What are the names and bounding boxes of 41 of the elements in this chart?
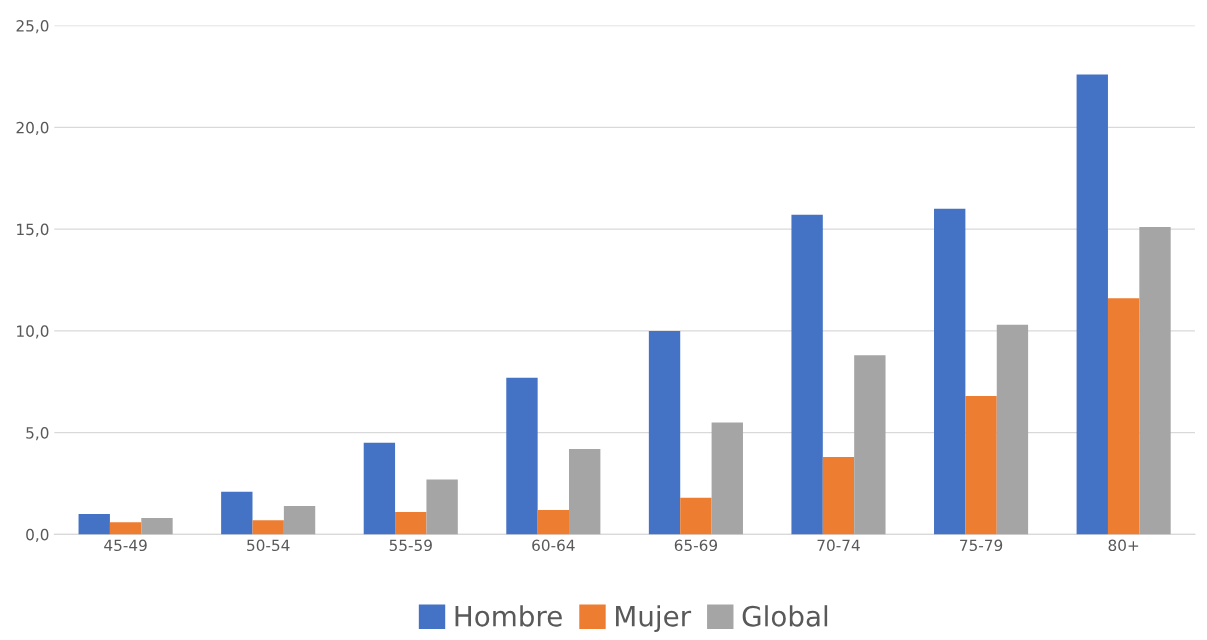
y-tick-label: 15,0 — [17, 223, 49, 237]
x-tick-label: 50-54 — [247, 539, 290, 552]
bar — [648, 330, 681, 535]
x-tick-label: 45-49 — [104, 539, 147, 552]
bar — [1076, 74, 1108, 535]
bar — [965, 396, 997, 535]
bar — [506, 377, 538, 535]
x-tick-label: 55-59 — [389, 539, 432, 552]
bar — [996, 324, 1029, 535]
x-tick-label: 75-79 — [960, 539, 1003, 552]
y-tick-label: 25,0 — [16, 20, 49, 34]
bar — [791, 214, 823, 535]
y-tick-label: 5,0 — [26, 427, 49, 441]
bar — [569, 448, 601, 535]
bar — [395, 512, 427, 535]
bar — [252, 520, 284, 535]
y-tick-label: 0,0 — [26, 528, 49, 542]
bar — [221, 491, 253, 535]
y-tick-label: 20,0 — [16, 121, 49, 135]
bar — [711, 422, 743, 535]
bar — [854, 355, 886, 535]
y-tick-label: 10,0 — [17, 325, 49, 339]
x-tick-label: 60-64 — [532, 539, 575, 552]
bar — [1107, 298, 1140, 535]
bar — [141, 518, 173, 535]
bar — [426, 479, 458, 535]
x-tick-label: 70-74 — [817, 539, 860, 552]
bar — [363, 442, 396, 535]
legend-label: Global — [742, 605, 828, 627]
bar — [109, 522, 142, 535]
bar — [1139, 227, 1171, 535]
bar — [680, 497, 712, 535]
bar — [78, 514, 110, 535]
bar — [934, 208, 966, 535]
bar — [537, 509, 570, 535]
x-tick-label: 80+ — [1108, 539, 1139, 552]
x-tick-label: 65-69 — [674, 539, 718, 552]
legend-label: Mujer — [616, 605, 692, 633]
bar — [283, 505, 316, 535]
legend-label: Hombre — [455, 605, 562, 627]
bar — [822, 457, 855, 535]
